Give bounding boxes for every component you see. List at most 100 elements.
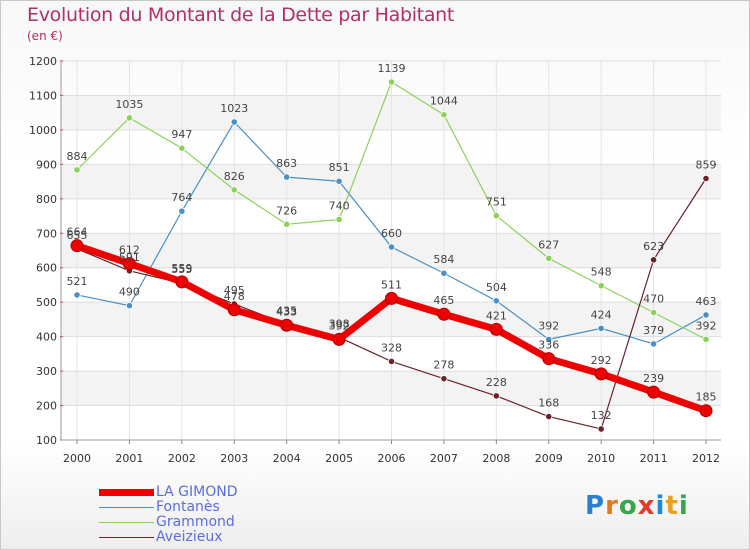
y-tick-label: 1100 xyxy=(29,89,57,102)
data-point xyxy=(440,269,448,277)
x-tick-label: 2001 xyxy=(115,452,143,465)
data-point xyxy=(492,392,500,400)
data-label: 292 xyxy=(591,354,612,367)
chart-data-labels: 521 490 764 1023 863 851 660 584 504 392 424 379 463… xyxy=(67,62,717,422)
y-tick-label: 800 xyxy=(36,193,57,206)
legend-label-aveizieux: Aveizieux xyxy=(156,529,223,545)
x-tick-label: 2011 xyxy=(640,452,668,465)
proxiti-logo: Proxiti xyxy=(585,491,689,521)
data-point xyxy=(332,332,346,346)
data-label: 495 xyxy=(224,284,245,297)
data-label: 421 xyxy=(486,309,507,322)
x-tick-label: 2000 xyxy=(63,452,91,465)
data-point xyxy=(440,375,448,383)
data-label: 548 xyxy=(591,266,612,279)
logo-letter: o xyxy=(618,491,638,521)
data-label: 591 xyxy=(119,251,140,264)
x-tick-label: 2006 xyxy=(378,452,406,465)
data-label: 511 xyxy=(381,278,402,291)
data-label: 851 xyxy=(329,161,350,174)
x-tick-label: 2004 xyxy=(273,452,301,465)
data-point xyxy=(178,207,186,215)
data-point xyxy=(230,186,238,194)
data-point xyxy=(283,220,291,228)
y-tick-label: 600 xyxy=(36,262,57,275)
legend-swatch-aveizieux xyxy=(99,537,154,538)
legend-swatch-fontanes xyxy=(99,507,154,508)
legend-item-fontanes: Fontanès xyxy=(99,499,339,515)
data-point xyxy=(125,302,134,310)
data-point xyxy=(387,78,396,86)
x-tick-label: 2009 xyxy=(535,452,563,465)
data-label: 424 xyxy=(591,308,612,321)
data-point xyxy=(545,412,553,421)
x-tick-label: 2008 xyxy=(482,452,510,465)
data-label: 521 xyxy=(67,275,88,288)
data-label: 1044 xyxy=(430,95,458,108)
data-point xyxy=(597,324,605,332)
legend-item-aveizieux: Aveizieux xyxy=(99,529,339,545)
data-label: 336 xyxy=(538,339,559,352)
data-label: 185 xyxy=(696,391,717,404)
data-label: 392 xyxy=(696,319,717,332)
data-label: 470 xyxy=(643,293,664,306)
x-tick-label: 2010 xyxy=(587,452,615,465)
legend-label-fontanes: Fontanès xyxy=(156,499,220,515)
x-tick-label: 2003 xyxy=(220,452,248,465)
y-tick-label: 1200 xyxy=(29,55,57,68)
data-label: 328 xyxy=(381,341,402,354)
logo-letter: x xyxy=(637,491,656,521)
data-label: 555 xyxy=(171,263,192,276)
data-label: 559 xyxy=(171,262,192,275)
logo-letter: t xyxy=(665,491,679,521)
data-point xyxy=(387,243,396,251)
data-point xyxy=(335,215,343,224)
y-tick-label: 200 xyxy=(36,400,57,413)
y-tick-label: 700 xyxy=(36,227,57,240)
chart-series xyxy=(70,78,713,433)
data-label: 664 xyxy=(67,226,88,239)
data-label: 859 xyxy=(696,158,717,171)
data-point xyxy=(702,174,710,183)
data-label: 228 xyxy=(486,376,507,389)
data-point xyxy=(227,303,241,317)
chart-title: Evolution du Montant de la Dette par Hab… xyxy=(27,4,455,26)
data-point xyxy=(335,177,343,185)
data-label: 278 xyxy=(433,359,454,372)
data-label: 392 xyxy=(329,319,350,332)
data-point xyxy=(440,111,448,119)
data-label: 463 xyxy=(696,295,717,308)
data-label: 465 xyxy=(433,294,454,307)
logo-letter: i xyxy=(678,491,689,521)
data-point xyxy=(492,212,500,220)
x-tick-label: 2005 xyxy=(325,452,353,465)
data-label: 655 xyxy=(67,229,88,242)
data-point xyxy=(594,367,608,381)
data-point xyxy=(647,385,661,399)
data-point xyxy=(702,311,710,319)
y-tick-label: 1000 xyxy=(29,124,57,137)
legend-swatch-la-gimond xyxy=(99,489,154,496)
chart-legend: LA GIMOND Fontanès Grammond Aveizieux xyxy=(99,484,339,545)
data-label: 863 xyxy=(276,157,297,170)
data-point xyxy=(649,308,658,317)
data-point xyxy=(283,173,291,181)
data-label: 623 xyxy=(643,240,664,253)
legend-swatch-grammond xyxy=(99,522,154,523)
data-label: 168 xyxy=(538,397,559,410)
legend-label-grammond: Grammond xyxy=(156,514,235,530)
data-label: 132 xyxy=(591,409,612,422)
y-tick-label: 500 xyxy=(36,296,57,309)
data-point xyxy=(230,118,238,126)
data-point xyxy=(122,257,136,271)
data-label: 433 xyxy=(276,305,297,318)
y-tick-label: 900 xyxy=(36,158,57,171)
legend-label-la-gimond: LA GIMOND xyxy=(156,484,238,500)
chart-grid xyxy=(61,60,721,441)
y-tick-label: 400 xyxy=(36,331,57,344)
data-label: 740 xyxy=(329,199,350,212)
logo-letter: P xyxy=(585,491,606,521)
legend-item-la-gimond: LA GIMOND xyxy=(99,484,339,500)
